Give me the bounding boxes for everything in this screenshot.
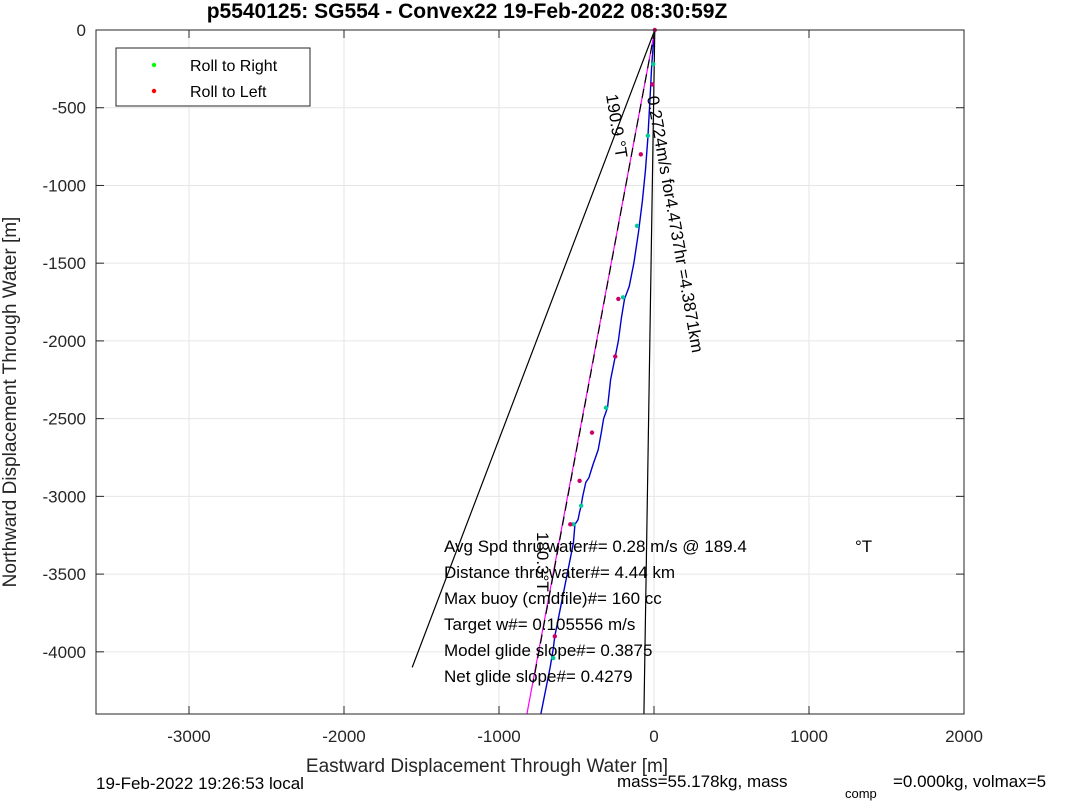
x-tick-label: -1000 xyxy=(477,727,520,746)
roll-right-point xyxy=(620,295,626,300)
points-layer xyxy=(551,27,657,661)
stat-distance: Distance thru water#= 4.44 km xyxy=(444,563,675,582)
legend-box xyxy=(115,47,311,107)
ticks-layer: -3000 -2000 -1000 0 1000 2000 0 -500 -1000 -1500 -… xyxy=(43,21,983,746)
roll-right-point xyxy=(645,133,650,138)
legend-marker-roll-left xyxy=(151,88,157,94)
legend: Roll to Right Roll to Left xyxy=(115,47,311,107)
stat-model-glide: Model glide slope#= 0.3875 xyxy=(444,641,652,660)
y-tick-label: -1000 xyxy=(43,176,86,195)
plot-area xyxy=(96,30,964,714)
roll-right-point xyxy=(634,223,640,229)
roll-right-point xyxy=(571,522,576,527)
roll-right-point xyxy=(603,405,609,410)
plot-frame xyxy=(95,29,965,715)
stat-max-buoy: Max buoy (cmdfile)#= 160 cc xyxy=(444,589,662,608)
roll-left-point xyxy=(552,634,557,639)
y-tick-label: -3500 xyxy=(43,565,86,584)
y-tick-label: -2000 xyxy=(43,332,86,351)
roll-left-point xyxy=(616,296,621,302)
series-line-straight-4 xyxy=(643,29,656,715)
legend-marker-roll-right xyxy=(151,62,157,68)
roll-left-point xyxy=(577,478,582,484)
y-tick-label: -4000 xyxy=(43,643,86,662)
lower-angle-label: 180.3°T xyxy=(533,532,552,592)
stat-net-glide: Net glide slope#= 0.4279 xyxy=(444,667,633,686)
roll-left-point xyxy=(638,152,644,157)
footer-local-time: 19-Feb-2022 19:26:53 local xyxy=(96,774,304,793)
roll-left-point xyxy=(650,82,655,87)
footer-mass-tail: =0.000kg, volmax=5 xyxy=(893,772,1046,791)
roll-right-point xyxy=(651,61,656,67)
x-tick-label: -3000 xyxy=(167,727,210,746)
legend-label-roll-left: Roll to Left xyxy=(190,84,267,101)
stats-annotations: Avg Spd thru water#= 0.28 m/s @ 189.4 °T… xyxy=(444,537,872,686)
stat-avg-speed-unit: °T xyxy=(855,537,872,556)
x-axis-label: Eastward Displacement Through Water [m] xyxy=(306,756,668,777)
x-tick-label: -2000 xyxy=(322,727,365,746)
roll-left-point xyxy=(613,354,618,359)
roll-right-point xyxy=(578,503,584,508)
footer-mass: mass=55.178kg, mass xyxy=(617,772,788,791)
stat-target-w: Target w#= 0.105556 m/s xyxy=(444,615,635,634)
series-line-track-0 xyxy=(540,29,656,715)
legend-label-roll-right: Roll to Right xyxy=(190,58,278,75)
stat-avg-speed: Avg Spd thru water#= 0.28 m/s @ 189.4 xyxy=(444,537,747,556)
x-tick-label: 2000 xyxy=(945,727,983,746)
y-tick-label: -1500 xyxy=(43,254,86,273)
series-line-straight-3 xyxy=(411,29,656,668)
roll-left-point xyxy=(568,522,573,527)
roll-right-point xyxy=(551,655,556,661)
series-layer xyxy=(411,29,656,715)
y-tick-label: 0 xyxy=(77,21,86,40)
series-line-straight-2 xyxy=(532,29,656,684)
y-tick-label: -500 xyxy=(52,99,86,118)
y-axis-label: Northward Displacement Through Water [m] xyxy=(0,217,21,588)
y-tick-label: -3000 xyxy=(43,487,86,506)
footer-mass-sub: comp xyxy=(845,786,877,801)
chart-title: p5540125: SG554 - Convex22 19-Feb-2022 0… xyxy=(207,0,728,23)
y-tick-label: -2500 xyxy=(43,410,86,429)
x-tick-label: 0 xyxy=(649,727,658,746)
x-tick-label: 1000 xyxy=(790,727,828,746)
roll-left-point xyxy=(589,430,595,435)
